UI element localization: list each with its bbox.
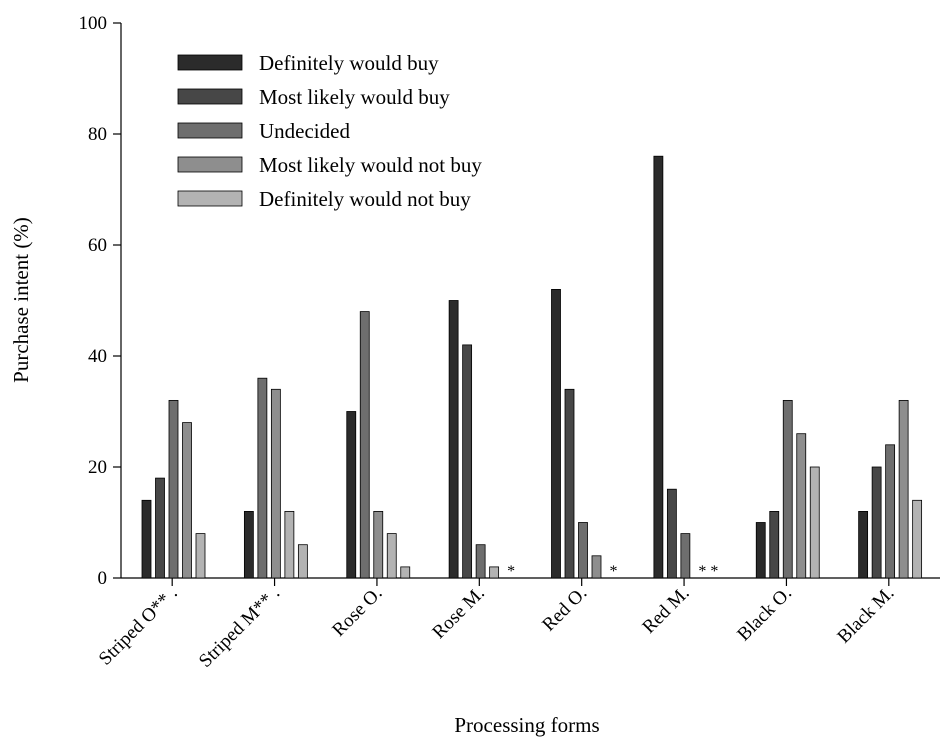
bar [796,433,807,579]
bar [809,466,820,579]
y-axis: 0 20 40 60 80 100 [79,13,122,589]
legend-swatch [177,190,243,207]
legend-label: Definitely would buy [259,51,439,75]
bar [578,522,588,579]
legend-label: Undecided [259,119,350,143]
bar [871,466,882,579]
y-tick-label: 40 [88,346,107,367]
y-axis-title: Purchase intent (%) [9,217,33,383]
x-tick-label: Red M. [638,583,693,638]
bar [359,311,370,579]
bar [297,544,308,579]
bar [551,288,561,579]
bar [141,499,152,579]
bar [591,555,602,579]
x-tick-label: Striped O** . [95,583,182,670]
bar [182,422,192,579]
y-tick-label: 0 [98,568,108,589]
y-tick-label: 20 [88,457,107,478]
bar [257,377,268,579]
star-annotation: * [507,563,515,580]
bar [284,510,295,579]
y-tick-label: 80 [88,124,107,145]
bar [475,544,486,579]
bar [448,300,459,579]
legend-swatch [177,54,243,71]
bar [462,344,473,579]
x-tick-label: Rose M. [428,583,488,643]
x-tick-label: Black M. [833,583,898,648]
legend-swatch [177,122,243,139]
star-annotation: * * [698,563,718,580]
bar [755,522,766,579]
legend: Definitely would buy Most likely would bu… [177,51,482,211]
bar [489,566,500,579]
bar [653,155,664,579]
x-tick-label: Rose O. [328,583,386,641]
bar [898,399,909,579]
bar [666,488,677,579]
y-tick-label: 60 [88,235,107,256]
bar [912,499,923,579]
x-axis-title: Processing forms [454,713,599,737]
bar [769,510,780,579]
x-tick-label: Black O. [733,583,796,646]
legend-swatch [177,88,243,105]
bar [195,533,206,579]
y-tick-label: 100 [79,13,108,34]
bar [386,533,397,579]
x-tick-label: Red O. [538,583,591,636]
bar [680,533,691,579]
bar [155,477,165,579]
bar [270,388,281,579]
bar [400,566,411,579]
bar [564,388,575,579]
bar [373,510,384,579]
bar [885,444,896,579]
legend-swatch [177,156,243,173]
bar [168,399,179,579]
x-axis: Striped O** . Striped M** . Rose O. Rose M.… [95,577,940,672]
bar [782,399,793,579]
star-annotation: * [610,563,618,580]
legend-label: Most likely would not buy [259,153,482,177]
legend-label: Definitely would not buy [259,187,471,211]
legend-label: Most likely would buy [259,85,450,109]
bars: * * * * [141,155,923,580]
bar [346,411,357,579]
bar [858,510,869,579]
x-tick-label: Striped M** . [195,583,284,672]
bar [243,510,254,579]
